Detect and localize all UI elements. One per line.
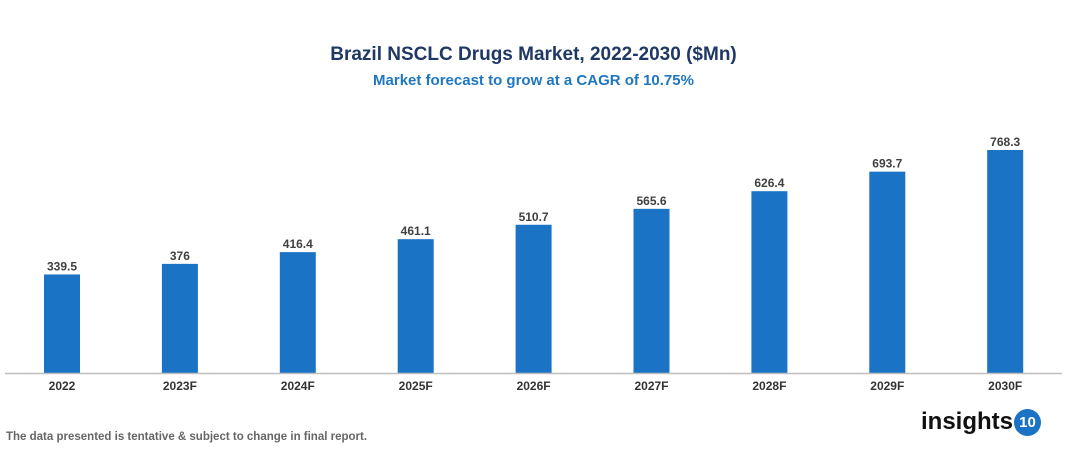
insights10-logo: insights 10 [921,408,1042,436]
bar-2028F [751,191,788,373]
x-tick-label: 2025F [399,379,433,393]
x-tick-label: 2029F [870,379,904,393]
data-label: 416.4 [283,237,313,251]
data-label: 626.4 [754,176,784,190]
data-label: 768.3 [990,135,1020,149]
x-tick-label: 2023F [163,379,197,393]
footnote: The data presented is tentative & subjec… [6,431,368,443]
data-label: 376 [170,249,190,263]
data-label: 461.1 [401,224,431,238]
bar-2024F [279,252,316,373]
x-tick-label: 2022 [49,379,76,393]
bar-2030F [987,150,1024,373]
bar-2026F [515,224,552,373]
chart-title: Brazil NSCLC Drugs Market, 2022-2030 ($M… [330,44,737,65]
x-tick-label: 2028F [752,379,786,393]
x-tick-label: 2024F [281,379,315,393]
x-tick-label: 2026F [517,379,551,393]
chart-subtitle: Market forecast to grow at a CAGR of 10.… [373,72,694,89]
data-label: 693.7 [872,157,902,171]
logo-text: insights [921,408,1014,435]
data-label: 565.6 [636,194,666,208]
x-tick-label: 2030F [988,379,1022,393]
bar-2023F [161,263,198,373]
logo-badge: 10 [1014,408,1042,436]
bar-2022 [44,274,80,373]
data-label: 339.5 [47,259,77,273]
bar-2029F [869,171,906,373]
x-tick-label: 2027F [634,379,668,393]
bar-2027F [633,208,670,373]
bar-2025F [397,239,434,373]
data-label: 510.7 [519,210,549,224]
